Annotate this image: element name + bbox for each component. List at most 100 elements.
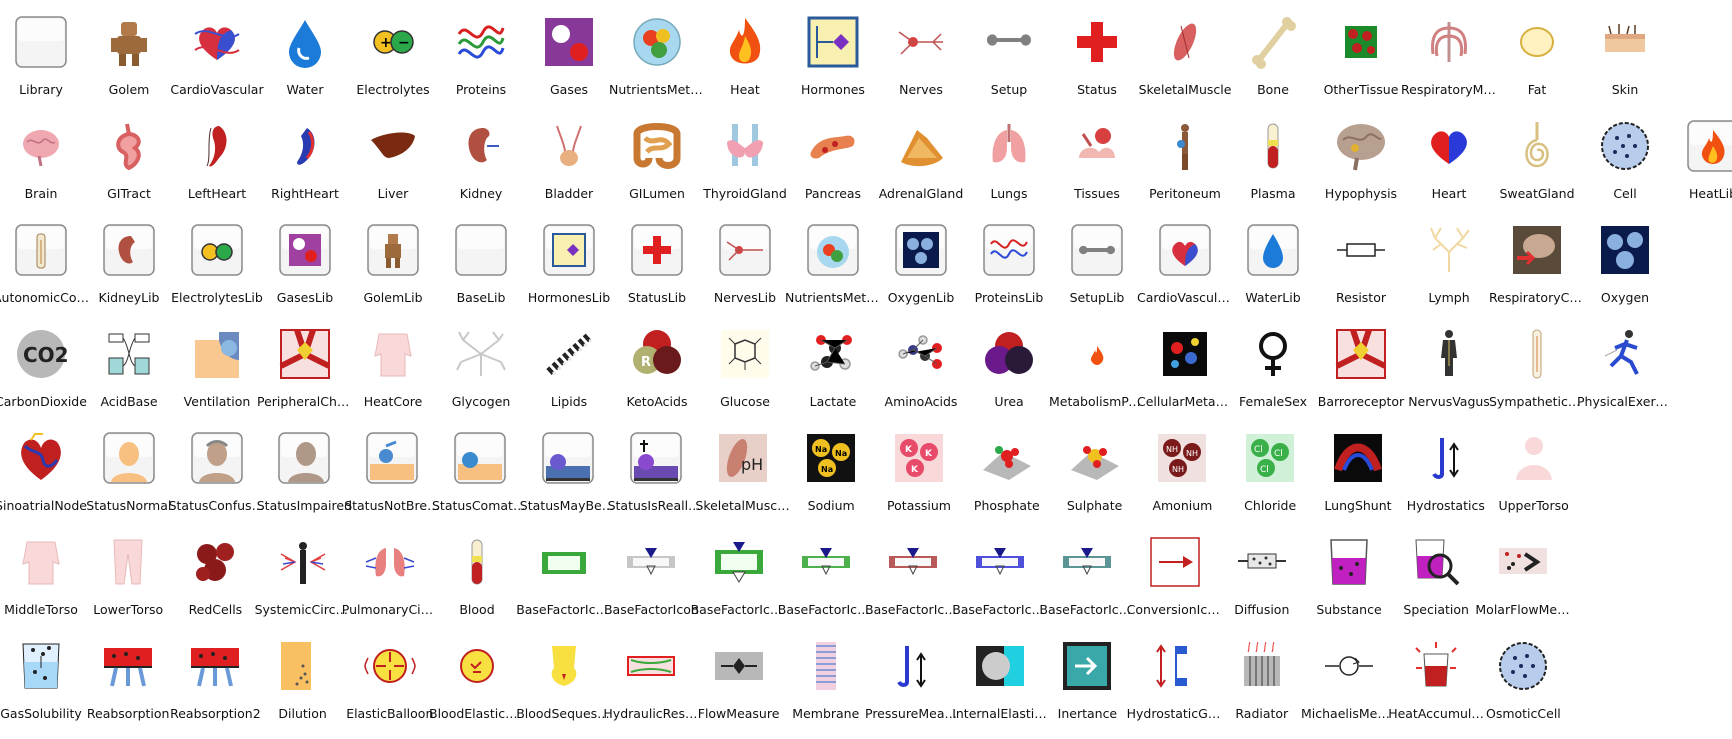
library-item-cellularmetabo[interactable]: CellularMetabo... [1137, 312, 1233, 412]
library-item-statusnormal[interactable]: StatusNormal [83, 416, 175, 516]
library-item-glycogen[interactable]: Glycogen [435, 312, 527, 412]
library-item-statuslib[interactable]: StatusLib [611, 208, 703, 308]
library-item-golem[interactable]: Golem [83, 0, 175, 100]
library-item-lowertorso[interactable]: LowerTorso [82, 520, 174, 620]
library-item-proteinslib[interactable]: ProteinsLib [963, 208, 1055, 308]
library-item-skeletalmuscle[interactable]: SkeletalMuscle [1139, 0, 1231, 100]
library-item-osmoticcell[interactable]: OsmoticCell [1477, 624, 1569, 724]
library-item-metabolismpart[interactable]: MetabolismPart [1049, 312, 1145, 412]
library-item-barroreceptor[interactable]: Barroreceptor [1315, 312, 1407, 412]
library-item-kidney[interactable]: Kidney [435, 104, 527, 204]
library-item-nutrientsmetab[interactable]: NutrientsMetab... [609, 0, 705, 100]
library-item-sympatheticne[interactable]: SympatheticNe... [1489, 312, 1585, 412]
library-item-lipids[interactable]: Lipids [523, 312, 615, 412]
library-item-lymph[interactable]: Lymph [1403, 208, 1495, 308]
library-item-proteins[interactable]: Proteins [435, 0, 527, 100]
library-item-physicalexercise[interactable]: PhysicalExercise [1577, 312, 1673, 412]
library-item-basefactoricon5[interactable]: BaseFactorIcon5 [952, 520, 1048, 620]
library-item-gitract[interactable]: GITract [83, 104, 175, 204]
library-item-kidneylib[interactable]: KidneyLib [83, 208, 175, 308]
library-item-heataccumulat[interactable]: HeatAccumulat... [1388, 624, 1484, 724]
library-item-lungs[interactable]: Lungs [963, 104, 1055, 204]
library-item-acidbase[interactable]: AcidBase [83, 312, 175, 412]
library-item-sweatgland[interactable]: SweatGland [1491, 104, 1583, 204]
library-item-amonium[interactable]: NH NH NH Amonium [1136, 416, 1228, 516]
library-item-setuplib[interactable]: SetupLib [1051, 208, 1143, 308]
library-item-urea[interactable]: Urea [963, 312, 1055, 412]
library-item-basefactoricon0[interactable]: BaseFactorIcon0 [516, 520, 612, 620]
library-item-reabsorption[interactable]: Reabsorption [82, 624, 174, 724]
library-item-blood[interactable]: Blood [431, 520, 523, 620]
library-item-peritoneum[interactable]: Peritoneum [1139, 104, 1231, 204]
library-item-nerves[interactable]: Nerves [875, 0, 967, 100]
library-item-statusimpaired[interactable]: StatusImpaired [257, 416, 352, 516]
library-item-sodium[interactable]: Na Na Na Sodium [785, 416, 877, 516]
library-item-basefactoricon4[interactable]: BaseFactorIcon4 [865, 520, 961, 620]
library-item-resistor[interactable]: Resistor [1315, 208, 1407, 308]
library-item-electrolytes[interactable]: + − Electrolytes [347, 0, 439, 100]
library-item-hypophysis[interactable]: Hypophysis [1315, 104, 1407, 204]
library-item-pancreas[interactable]: Pancreas [787, 104, 879, 204]
library-item-conversionicon[interactable]: ConversionIcon [1127, 520, 1223, 620]
library-item-autonomiccont[interactable]: AutonomicCont... [0, 208, 89, 308]
library-item-rightheart[interactable]: RightHeart [259, 104, 351, 204]
library-item-othertissue[interactable]: OtherTissue [1315, 0, 1407, 100]
library-item-gaseslib[interactable]: GasesLib [259, 208, 351, 308]
library-item-basefactoricon[interactable]: BaseFactorIcon [604, 520, 699, 620]
library-item-respiratorycen[interactable]: RespiratoryCen... [1489, 208, 1585, 308]
library-item-carbondioxide[interactable]: CO2 CarbonDioxide [0, 312, 87, 412]
library-item-pulmonarycirc[interactable]: PulmonaryCirc... [342, 520, 438, 620]
library-item-oxygenlib[interactable]: OxygenLib [875, 208, 967, 308]
library-item-bone[interactable]: Bone [1227, 0, 1319, 100]
library-item-lungshunt[interactable]: LungShunt [1312, 416, 1404, 516]
library-item-ventilation[interactable]: Ventilation [171, 312, 263, 412]
library-item-heatcore[interactable]: HeatCore [347, 312, 439, 412]
library-item-adrenalgland[interactable]: AdrenalGland [875, 104, 967, 204]
library-item-bloodelasticco[interactable]: BloodElasticCo... [429, 624, 525, 724]
library-item-potassium[interactable]: K K K Potassium [873, 416, 965, 516]
library-item-cell[interactable]: Cell [1579, 104, 1671, 204]
library-item-membrane[interactable]: Membrane [780, 624, 872, 724]
library-item-peripheralche[interactable]: PeripheralChe... [257, 312, 353, 412]
library-item-michaelismenten[interactable]: MichaelisMenten [1301, 624, 1397, 724]
library-item-femalesex[interactable]: FemaleSex [1227, 312, 1319, 412]
library-item-pressuremeasure[interactable]: PressureMeasure [865, 624, 961, 724]
library-item-statusisreally[interactable]: StatusIsReally... [608, 416, 704, 516]
library-item-gilumen[interactable]: GILumen [611, 104, 703, 204]
library-item-heat[interactable]: Heat [699, 0, 791, 100]
library-item-phosphate[interactable]: Phosphate [961, 416, 1053, 516]
library-item-elasticballoon[interactable]: ElasticBalloon [344, 624, 436, 724]
library-item-dilution[interactable]: Dilution [257, 624, 349, 724]
library-item-reabsorption2[interactable]: Reabsorption2 [169, 624, 261, 724]
library-item-glucose[interactable]: Glucose [699, 312, 791, 412]
library-item-sulphate[interactable]: Sulphate [1049, 416, 1141, 516]
library-item-tissues[interactable]: Tissues [1051, 104, 1143, 204]
library-item-nutrientsmetab[interactable]: NutrientsMetab... [785, 208, 881, 308]
library-item-gassolubility[interactable]: GasSolubility [0, 624, 87, 724]
library-item-heatlib[interactable]: HeatLib [1667, 104, 1732, 204]
library-item-flowmeasure[interactable]: FlowMeasure [693, 624, 785, 724]
library-item-respiratorymu[interactable]: RespiratoryMu... [1401, 0, 1497, 100]
library-item-speciation[interactable]: Speciation [1390, 520, 1482, 620]
library-item-oxygen[interactable]: Oxygen [1579, 208, 1671, 308]
library-item-fat[interactable]: Fat [1491, 0, 1583, 100]
library-item-systemiccircul[interactable]: SystemicCircul... [255, 520, 351, 620]
library-item-hydrostaticgra[interactable]: HydrostaticGra... [1127, 624, 1223, 724]
library-item-statuscomatose[interactable]: StatusComatose [432, 416, 528, 516]
library-item-basefactoricon2[interactable]: BaseFactorIcon2 [691, 520, 787, 620]
library-item-middletorso[interactable]: MiddleTorso [0, 520, 87, 620]
library-item-internalelasticb[interactable]: InternalElasticB... [952, 624, 1048, 724]
library-item-liver[interactable]: Liver [347, 104, 439, 204]
library-item-skeletalmuscle[interactable]: pH SkeletalMuscle... [695, 416, 791, 516]
library-item-water[interactable]: Water [259, 0, 351, 100]
library-item-electrolyteslib[interactable]: ElectrolytesLib [171, 208, 263, 308]
library-item-aminoacids[interactable]: AminoAcids [875, 312, 967, 412]
library-item-brain[interactable]: Brain [0, 104, 87, 204]
library-item-baselib[interactable]: BaseLib [435, 208, 527, 308]
library-item-golemlib[interactable]: GolemLib [347, 208, 439, 308]
library-item-hydrostatics[interactable]: Hydrostatics [1400, 416, 1492, 516]
library-item-basefactoricon6[interactable]: BaseFactorIcon6 [1039, 520, 1135, 620]
library-item-hormones[interactable]: Hormones [787, 0, 879, 100]
library-item-plasma[interactable]: Plasma [1227, 104, 1319, 204]
library-item-ketoacids[interactable]: R KetoAcids [611, 312, 703, 412]
